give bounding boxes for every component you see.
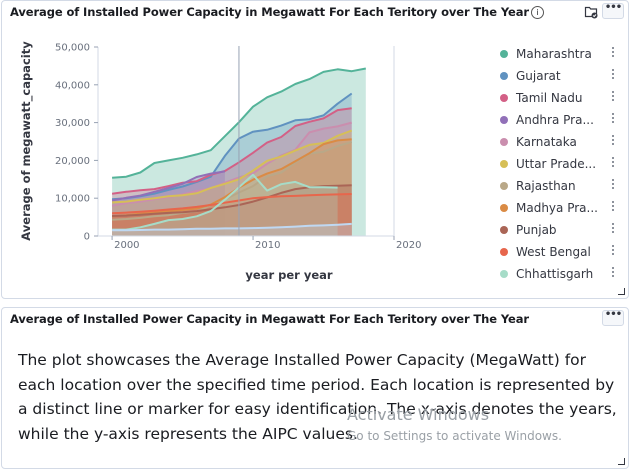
resize-handle[interactable] xyxy=(618,458,625,465)
line-karnataka[interactable] xyxy=(111,121,352,207)
legend-actions-icon[interactable] xyxy=(611,155,615,171)
area-west-bengal[interactable] xyxy=(112,194,352,236)
legend-label: Gujarat xyxy=(516,69,561,83)
y-tick-label: 0 xyxy=(84,232,90,243)
legend-color-dot xyxy=(500,248,508,256)
legend-label: Madhya Pra... xyxy=(516,201,598,215)
legend-color-dot xyxy=(500,270,508,278)
chart-panel-title-text: Average of Installed Power Capacity in M… xyxy=(10,5,529,19)
legend-label: Punjab xyxy=(516,223,557,237)
description-text: The plot showcases the Average Installed… xyxy=(18,351,617,443)
legend-item[interactable]: Karnataka xyxy=(498,133,623,155)
legend-label: Tamil Nadu xyxy=(516,91,583,105)
y-axis-title: Average of megawatt_capacity xyxy=(19,41,34,241)
y-tick-label: 40,000 xyxy=(55,80,90,91)
line-tamil-nadu[interactable] xyxy=(111,107,352,195)
legend-label: Karnataka xyxy=(516,135,577,149)
legend-item[interactable]: Chhattisgarh xyxy=(498,265,623,287)
legend-item[interactable]: Rajasthan xyxy=(498,177,623,199)
legend-item[interactable]: Gujarat xyxy=(498,67,623,89)
legend-item[interactable]: West Bengal xyxy=(498,243,623,265)
legend-label: Chhattisgarh xyxy=(516,267,594,281)
legend-color-dot xyxy=(500,138,508,146)
panel-options-button[interactable]: ••• xyxy=(602,310,624,326)
legend-label: Rajasthan xyxy=(516,179,576,193)
legend-color-dot xyxy=(500,72,508,80)
inspect-icon[interactable] xyxy=(584,5,598,19)
area-chart: 0 10,000 20,000 30,000 40,000 50,000 2000 2010… xyxy=(19,41,421,282)
legend-actions-icon[interactable] xyxy=(611,67,615,83)
line-gujarat[interactable] xyxy=(112,92,353,201)
x-axis-title: year per year xyxy=(245,268,332,282)
line-other[interactable] xyxy=(112,222,352,232)
description-panel: Average of Installed Power Capacity in M… xyxy=(1,307,629,469)
y-axis-ticks: 0 10,000 20,000 30,000 40,000 50,000 xyxy=(55,43,98,243)
legend-actions-icon[interactable] xyxy=(611,89,615,105)
resize-handle[interactable] xyxy=(618,288,625,295)
legend-color-dot xyxy=(500,182,508,190)
x-tick-label: 2020 xyxy=(396,240,421,251)
area-andhra-pradesh[interactable] xyxy=(112,171,225,236)
legend-actions-icon[interactable] xyxy=(611,133,615,149)
panel-options-button[interactable]: ••• xyxy=(602,3,624,19)
legend-color-dot xyxy=(500,226,508,234)
activate-windows-watermark: Activate Windows xyxy=(347,405,490,424)
area-tamil-nadu[interactable] xyxy=(112,108,352,236)
legend-actions-icon[interactable] xyxy=(611,45,615,61)
legend-color-dot xyxy=(500,50,508,58)
line-chhattisgarh[interactable] xyxy=(112,173,338,231)
y-tick-label: 20,000 xyxy=(55,156,90,167)
legend-label: Andhra Pra... xyxy=(516,113,594,127)
line-andhra-pradesh[interactable] xyxy=(111,170,226,202)
legend-color-dot xyxy=(500,160,508,168)
chart-legend: Maharashtra Gujarat Tamil Nadu Andhra Pra..… xyxy=(498,45,623,287)
legend-actions-icon[interactable] xyxy=(611,111,615,127)
description-panel-title: Average of Installed Power Capacity in M… xyxy=(10,312,529,326)
legend-actions-icon[interactable] xyxy=(611,177,615,193)
x-tick-label: 2010 xyxy=(255,240,280,251)
area-karnataka[interactable] xyxy=(112,122,352,236)
y-tick-label: 10,000 xyxy=(55,194,90,205)
legend-label: West Bengal xyxy=(516,245,591,259)
legend-color-dot xyxy=(500,116,508,124)
info-icon[interactable]: i xyxy=(530,6,544,19)
legend-actions-icon[interactable] xyxy=(611,265,615,281)
y-tick-label: 30,000 xyxy=(55,118,90,129)
line-west-bengal[interactable] xyxy=(112,193,352,215)
chart-panel: Average of Installed Power Capacity in M… xyxy=(1,0,629,299)
y-tick-label: 50,000 xyxy=(55,43,90,54)
legend-item[interactable]: Punjab xyxy=(498,221,623,243)
line-uttar-pradesh[interactable] xyxy=(112,129,353,204)
activate-windows-hint: Go to Settings to activate Windows. xyxy=(347,429,562,443)
legend-label: Uttar Prade... xyxy=(516,157,597,171)
chart-panel-title: Average of Installed Power Capacity in M… xyxy=(10,5,544,19)
area-punjab[interactable] xyxy=(112,185,352,236)
legend-item[interactable]: Maharashtra xyxy=(498,45,623,67)
legend-color-dot xyxy=(500,94,508,102)
line-rajasthan[interactable] xyxy=(112,140,352,221)
legend-item[interactable]: Uttar Prade... xyxy=(498,155,623,177)
x-axis-ticks: 2000 2010 2020 xyxy=(111,236,421,251)
legend-actions-icon[interactable] xyxy=(611,243,615,259)
x-tick-label: 2000 xyxy=(114,240,139,251)
legend-item[interactable]: Tamil Nadu xyxy=(498,89,623,111)
legend-item[interactable]: Madhya Pra... xyxy=(498,199,623,221)
legend-item[interactable]: Andhra Pra... xyxy=(498,111,623,133)
legend-color-dot xyxy=(500,204,508,212)
legend-actions-icon[interactable] xyxy=(611,199,615,215)
legend-label: Maharashtra xyxy=(516,47,592,61)
legend-actions-icon[interactable] xyxy=(611,221,615,237)
